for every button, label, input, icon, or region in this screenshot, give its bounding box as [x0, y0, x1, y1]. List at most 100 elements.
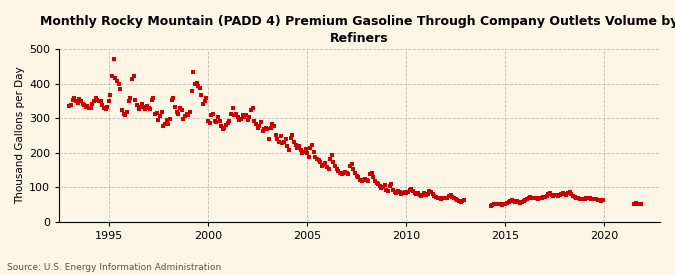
Point — [497, 203, 508, 207]
Point — [70, 98, 81, 103]
Point — [250, 122, 261, 127]
Point — [300, 147, 311, 151]
Point — [412, 191, 423, 196]
Point — [103, 98, 114, 103]
Point — [588, 197, 599, 202]
Point — [194, 86, 205, 90]
Point — [308, 150, 319, 154]
Point — [306, 143, 317, 147]
Point — [171, 110, 182, 114]
Point — [178, 117, 188, 121]
Point — [224, 119, 235, 123]
Point — [206, 113, 217, 117]
Point — [265, 125, 276, 130]
Y-axis label: Thousand Gallons per Day: Thousand Gallons per Day — [15, 67, 25, 204]
Point — [516, 199, 527, 204]
Point — [236, 117, 246, 121]
Point — [564, 190, 575, 194]
Point — [90, 96, 101, 100]
Point — [336, 172, 347, 176]
Point — [310, 155, 321, 159]
Point — [491, 202, 502, 207]
Point — [571, 195, 582, 200]
Point — [541, 194, 552, 198]
Point — [294, 144, 304, 148]
Point — [77, 101, 88, 106]
Point — [504, 199, 514, 204]
Point — [434, 196, 445, 200]
Point — [423, 192, 433, 196]
Point — [596, 199, 607, 203]
Point — [513, 199, 524, 204]
Point — [515, 200, 526, 205]
Point — [189, 82, 200, 86]
Point — [244, 115, 254, 120]
Point — [399, 190, 410, 194]
Point — [531, 196, 542, 200]
Point — [456, 199, 466, 204]
Point — [583, 195, 593, 200]
Point — [568, 194, 578, 198]
Point — [548, 194, 559, 198]
Point — [174, 106, 185, 111]
Point — [128, 74, 139, 78]
Point — [213, 115, 223, 120]
Point — [234, 118, 245, 122]
Point — [242, 118, 253, 122]
Point — [318, 163, 329, 167]
Point — [259, 127, 269, 131]
Point — [256, 120, 267, 124]
Point — [435, 197, 446, 202]
Point — [429, 194, 440, 198]
Point — [320, 161, 331, 165]
Point — [520, 198, 531, 202]
Point — [173, 112, 184, 116]
Point — [586, 197, 597, 202]
Point — [545, 191, 556, 196]
Point — [366, 170, 377, 175]
Point — [398, 191, 408, 196]
Point — [543, 192, 554, 196]
Point — [280, 137, 291, 141]
Point — [396, 192, 407, 196]
Point — [117, 108, 128, 113]
Point — [634, 202, 645, 207]
Point — [184, 110, 195, 114]
Point — [539, 195, 550, 199]
Point — [150, 112, 161, 116]
Point — [597, 198, 608, 202]
Point — [331, 167, 342, 171]
Point — [323, 167, 334, 171]
Point — [426, 190, 437, 194]
Point — [554, 192, 565, 197]
Point — [553, 194, 564, 198]
Point — [393, 189, 404, 194]
Point — [186, 89, 197, 93]
Point — [356, 179, 367, 183]
Point — [176, 108, 187, 113]
Point — [371, 181, 382, 185]
Point — [271, 133, 281, 137]
Point — [535, 196, 545, 200]
Point — [561, 192, 572, 197]
Point — [217, 127, 228, 131]
Point — [402, 190, 413, 194]
Point — [273, 139, 284, 144]
Point — [313, 158, 324, 163]
Point — [340, 169, 350, 174]
Point — [102, 105, 113, 109]
Point — [409, 191, 420, 196]
Point — [594, 198, 605, 202]
Point — [408, 189, 418, 194]
Point — [414, 192, 425, 197]
Point — [441, 196, 452, 200]
Point — [345, 164, 356, 168]
Point — [223, 121, 234, 125]
Point — [216, 123, 227, 128]
Point — [401, 191, 412, 196]
Point — [485, 204, 496, 208]
Point — [454, 199, 464, 203]
Point — [132, 103, 142, 107]
Point — [524, 195, 535, 199]
Point — [444, 194, 455, 198]
